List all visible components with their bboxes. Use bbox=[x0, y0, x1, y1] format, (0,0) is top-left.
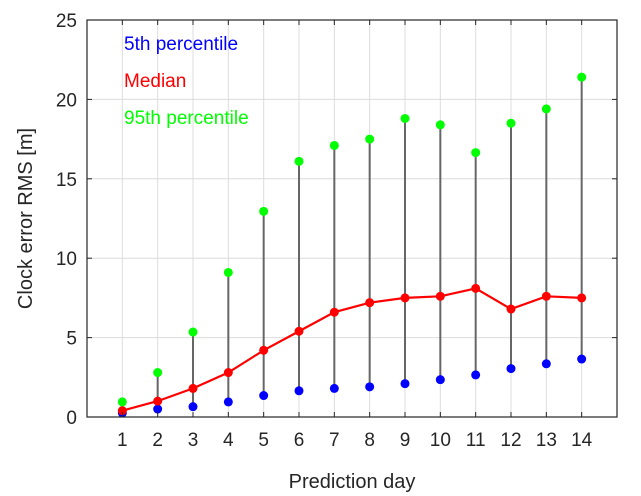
data-point bbox=[471, 148, 481, 158]
data-point bbox=[577, 72, 587, 82]
data-point bbox=[223, 397, 233, 407]
x-tick-label: 10 bbox=[430, 430, 451, 451]
data-point bbox=[400, 379, 410, 389]
legend-entry-5th-percentile: 5th percentile bbox=[124, 34, 238, 55]
data-point bbox=[153, 404, 163, 414]
x-tick-label: 5 bbox=[258, 430, 269, 451]
data-point bbox=[541, 104, 551, 114]
data-point bbox=[259, 206, 269, 216]
x-tick-label: 7 bbox=[329, 430, 340, 451]
data-point bbox=[506, 364, 516, 374]
data-point bbox=[329, 307, 339, 317]
y-tick-label: 20 bbox=[56, 90, 77, 111]
data-point bbox=[471, 283, 481, 293]
x-tick-label: 12 bbox=[500, 430, 521, 451]
plot-background bbox=[87, 20, 617, 417]
data-point bbox=[117, 406, 127, 416]
percentile-range-bars bbox=[121, 77, 583, 414]
series-1 bbox=[117, 283, 587, 416]
data-point bbox=[506, 304, 516, 314]
data-point bbox=[329, 383, 339, 393]
data-point bbox=[577, 354, 587, 364]
data-point bbox=[259, 391, 269, 401]
y-tick-label: 25 bbox=[56, 11, 77, 32]
x-tick-label: 1 bbox=[117, 430, 128, 451]
data-point bbox=[329, 140, 339, 150]
y-tick-label: 10 bbox=[56, 249, 77, 270]
x-tick-label: 11 bbox=[466, 430, 486, 451]
series-2 bbox=[117, 72, 587, 407]
y-tick-label: 5 bbox=[66, 329, 77, 350]
series-line bbox=[122, 287, 582, 412]
data-point bbox=[506, 118, 516, 128]
data-point bbox=[223, 368, 233, 378]
axes-box bbox=[86, 19, 618, 418]
x-tick-label: 13 bbox=[536, 430, 557, 451]
y-tick-label: 0 bbox=[66, 408, 77, 429]
x-axis-label: Prediction day bbox=[289, 471, 416, 493]
data-point bbox=[294, 326, 304, 336]
data-point bbox=[117, 397, 127, 407]
data-point bbox=[294, 156, 304, 166]
data-point bbox=[153, 368, 163, 378]
data-point bbox=[153, 396, 163, 406]
x-tick-label: 4 bbox=[223, 430, 234, 451]
data-point bbox=[188, 383, 198, 393]
data-point bbox=[400, 113, 410, 123]
y-axis-label: Clock error RMS [m] bbox=[15, 128, 37, 309]
data-point bbox=[365, 382, 375, 392]
data-point bbox=[577, 293, 587, 303]
data-point bbox=[400, 293, 410, 303]
data-point bbox=[365, 134, 375, 144]
legend: 5th percentile Median 95th percentile bbox=[124, 34, 249, 129]
data-point bbox=[471, 370, 481, 380]
data-point bbox=[294, 386, 304, 396]
plot-frame bbox=[86, 19, 618, 418]
x-tick-label: 14 bbox=[571, 430, 593, 451]
y-tick-label: 15 bbox=[56, 170, 77, 191]
x-tick-label: 6 bbox=[294, 430, 305, 451]
legend-entry-median: Median bbox=[124, 71, 186, 92]
series-layer bbox=[117, 72, 587, 418]
data-point bbox=[541, 359, 551, 369]
x-tick-label: 3 bbox=[188, 430, 199, 451]
x-tick-label: 8 bbox=[364, 430, 375, 451]
data-point bbox=[188, 402, 198, 412]
data-point bbox=[435, 291, 445, 301]
data-point bbox=[435, 120, 445, 130]
data-point bbox=[435, 375, 445, 385]
data-point bbox=[223, 267, 233, 277]
x-tick-label: 2 bbox=[152, 430, 163, 451]
data-point bbox=[259, 345, 269, 355]
data-point bbox=[365, 298, 375, 308]
data-point bbox=[541, 291, 551, 301]
legend-entry-95th-percentile: 95th percentile bbox=[124, 108, 249, 129]
x-tick-label: 9 bbox=[400, 430, 411, 451]
data-point bbox=[188, 327, 198, 337]
